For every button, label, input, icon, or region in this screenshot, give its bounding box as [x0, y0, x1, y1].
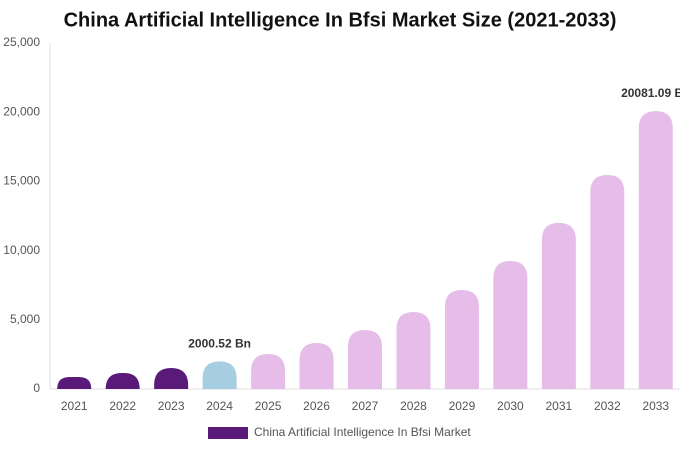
legend-label: China Artificial Intelligence In Bfsi Ma… [254, 425, 471, 439]
x-tick-label: 2023 [158, 399, 185, 413]
bar [493, 260, 528, 389]
y-tick-label: 25,000 [3, 35, 40, 49]
x-tick-label: 2022 [109, 399, 136, 413]
x-tick-label: 2025 [255, 399, 282, 413]
bar [299, 343, 334, 389]
x-tick-label: 2031 [545, 399, 572, 413]
bar [154, 367, 189, 389]
x-tick-label: 2026 [303, 399, 330, 413]
bar [251, 353, 286, 389]
bar [105, 372, 140, 389]
x-tick-label: 2033 [642, 399, 669, 413]
legend-swatch [208, 427, 248, 439]
bar [202, 361, 237, 389]
x-tick-label: 2032 [594, 399, 621, 413]
x-tick-label: 2028 [400, 399, 427, 413]
x-tick-label: 2024 [206, 399, 233, 413]
bar [590, 175, 625, 389]
y-tick-label: 20,000 [3, 104, 40, 118]
y-tick-label: 10,000 [3, 243, 40, 257]
x-tick-label: 2021 [61, 399, 88, 413]
bar [541, 222, 576, 389]
value-label: 2000.52 Bn [188, 336, 251, 350]
y-tick-label: 5,000 [10, 312, 40, 326]
x-tick-label: 2029 [449, 399, 476, 413]
x-tick-label: 2030 [497, 399, 524, 413]
y-tick-label: 0 [33, 381, 40, 395]
bar [638, 111, 673, 390]
bar [348, 330, 382, 389]
bar [444, 290, 479, 389]
value-label: 20081.09 Bn [621, 86, 680, 100]
y-tick-label: 15,000 [3, 174, 40, 188]
x-tick-label: 2027 [352, 399, 379, 413]
chart-title: China Artificial Intelligence In Bfsi Ma… [64, 9, 617, 31]
bar [396, 312, 431, 389]
bar [57, 376, 92, 389]
